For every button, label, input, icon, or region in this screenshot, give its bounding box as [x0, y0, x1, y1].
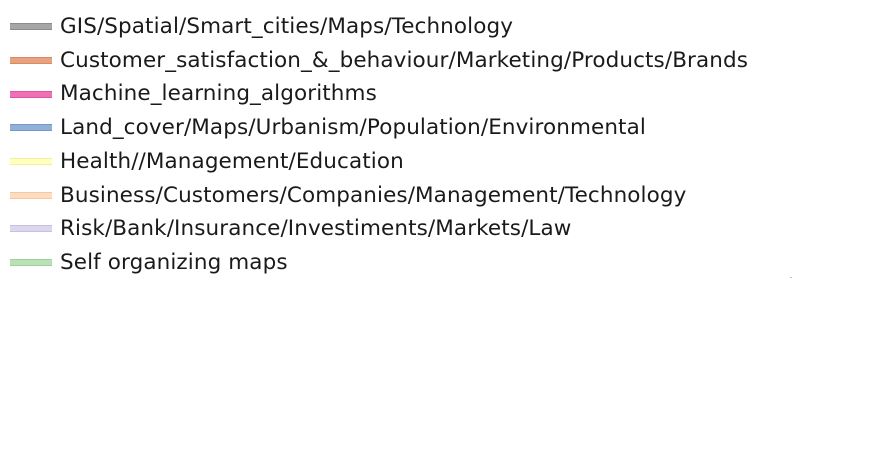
- legend-swatch: [10, 191, 52, 199]
- stray-mark: [790, 277, 792, 278]
- legend-swatch: [10, 225, 52, 233]
- legend-swatch: [10, 259, 52, 267]
- legend-label: Business/Customers/Companies/Management/…: [60, 182, 687, 208]
- legend-entry: Customer_satisfaction_&_behaviour/Market…: [10, 44, 748, 78]
- legend-label: Customer_satisfaction_&_behaviour/Market…: [60, 47, 749, 73]
- legend-label: GIS/Spatial/Smart_cities/Maps/Technology: [60, 14, 514, 40]
- legend-swatch: [10, 124, 52, 132]
- legend-entry: Business/Customers/Companies/Management/…: [10, 178, 748, 212]
- legend-entry: Risk/Bank/Insurance/Investiments/Markets…: [10, 212, 748, 246]
- legend-entry: Self organizing maps: [10, 246, 748, 280]
- legend-entry: Health//Management/Education: [10, 145, 748, 179]
- legend-swatch: [10, 57, 52, 65]
- legend-label: Machine_learning_algorithms: [60, 81, 377, 107]
- legend-swatch: [10, 158, 52, 166]
- legend-label: Land_cover/Maps/Urbanism/Population/Envi…: [60, 115, 646, 141]
- legend-entry: GIS/Spatial/Smart_cities/Maps/Technology: [10, 10, 748, 44]
- legend-label: Health//Management/Education: [60, 148, 404, 174]
- legend-label: Risk/Bank/Insurance/Investiments/Markets…: [60, 216, 572, 242]
- legend-entry: Machine_learning_algorithms: [10, 77, 748, 111]
- legend-entry: Land_cover/Maps/Urbanism/Population/Envi…: [10, 111, 748, 145]
- legend-swatch: [10, 23, 52, 31]
- chart-legend: GIS/Spatial/Smart_cities/Maps/Technology…: [10, 10, 748, 280]
- legend-swatch: [10, 90, 52, 98]
- legend-label: Self organizing maps: [60, 249, 288, 275]
